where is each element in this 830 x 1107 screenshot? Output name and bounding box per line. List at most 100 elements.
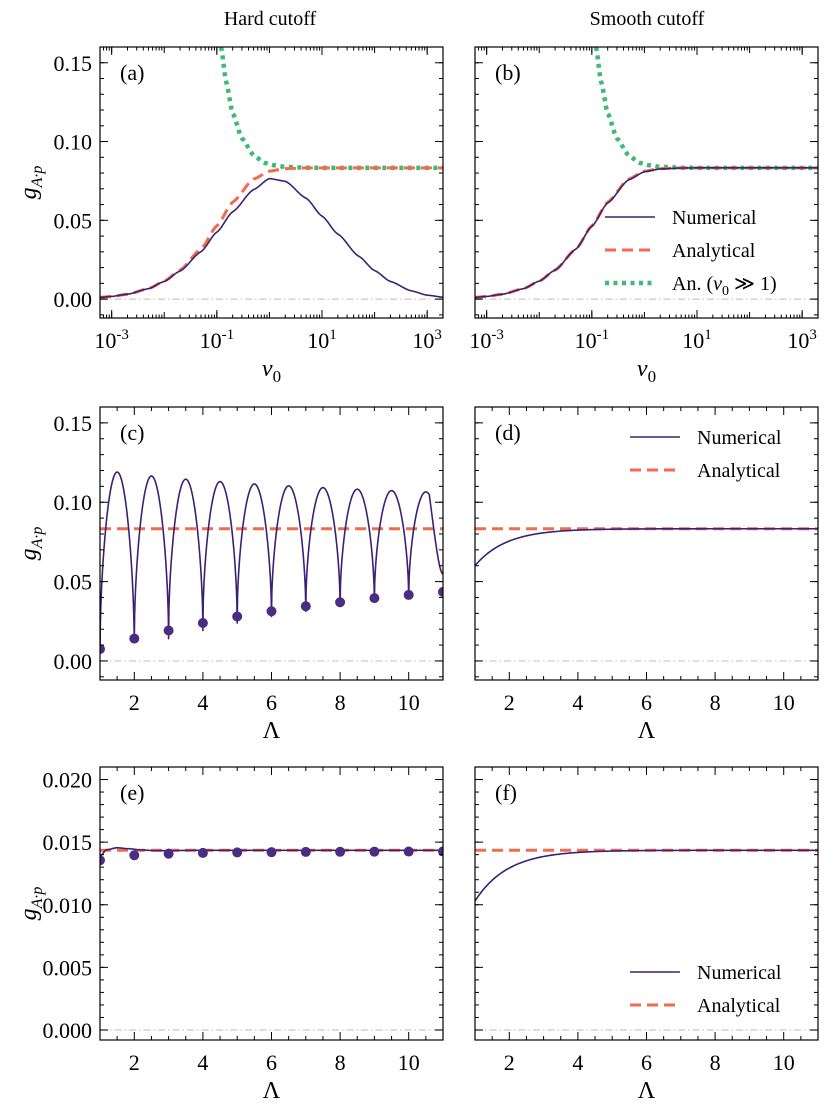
col-title-hard: Hard cutoff [224,8,317,30]
x-tick-label: 10-1 [575,327,610,353]
panel-c: 2 4 6 8 10 0.00 0.05 0.10 0.15 (c) ΛgA·p [16,406,444,744]
x-axis-label: Λ [638,1078,656,1104]
x-tick-label: 103 [787,327,817,353]
x-axis-label: ν0 [637,356,656,386]
x-tick-label: 101 [307,327,337,353]
legend: Numerical Analytical [630,962,782,1017]
series-numerical-line [475,527,818,567]
x-tick-label: 8 [335,1050,346,1075]
panel-d: 2 4 6 8 10 (d) Λ Numerical Analytical [474,406,819,744]
series-asymptotic-line [593,47,818,171]
plot-frame [474,46,819,319]
x-tick-label: 2 [129,690,140,715]
data-point [197,618,208,629]
data-point [300,601,311,612]
legend-label-analytical: Analytical [672,240,756,262]
y-tick-label: 0.05 [54,570,93,595]
legend: Numerical Analytical [630,427,782,482]
data-point [232,847,243,858]
series-numerical-line [475,167,818,299]
legend-label-analytical: Analytical [697,995,781,1017]
data-point [403,846,414,857]
plot-area [475,527,818,662]
x-tick-label: 10 [398,1050,420,1075]
legend-label-numerical: Numerical [697,962,782,984]
data-point [403,589,414,600]
data-point [335,597,346,608]
x-tick-label: 103 [412,327,442,353]
x-tick-label: 6 [266,690,277,715]
series-numerical-line [100,471,443,650]
data-point [335,846,346,857]
data-point [438,586,443,597]
data-point [369,846,380,857]
x-axis-label: Λ [263,718,281,744]
x-tick-label: 101 [682,327,712,353]
x-tick-label: 10-3 [469,327,504,353]
y-axis-label: gA·p [16,527,46,561]
data-point [129,850,140,861]
legend-label-analytical: Analytical [697,460,781,482]
x-tick-label: 2 [129,1050,140,1075]
data-point [266,847,277,858]
y-tick-label: 0.010 [43,893,93,918]
y-axis-label: gA·p [16,887,46,921]
plot-frame [99,46,444,319]
legend-label-numerical: Numerical [697,427,782,449]
y-tick-label: 0.000 [43,1018,93,1043]
x-tick-label: 6 [641,1050,652,1075]
panel-label: (e) [120,780,144,805]
data-point [266,606,277,617]
legend-label-asymptotic: An. (ν0 ≫ 1) [672,273,777,299]
series-numerical-line [475,849,818,902]
series-analytical-line [100,166,443,299]
y-tick-label: 0.020 [43,768,93,793]
y-tick-label: 0.00 [54,649,93,674]
data-point [163,848,174,859]
x-axis-label: ν0 [262,356,281,386]
y-tick-label: 0.05 [54,208,93,233]
y-tick-label: 0.00 [54,287,93,312]
y-tick-label: 0.10 [54,490,93,515]
data-point [129,633,140,644]
panel-label: (c) [120,420,144,445]
x-tick-label: 10 [398,690,420,715]
plot-area [100,846,443,1031]
x-tick-label: 2 [504,1050,515,1075]
y-tick-label: 0.15 [54,51,93,76]
data-point [232,611,243,622]
x-axis-label: Λ [263,1078,281,1104]
panel-label: (d) [495,420,521,445]
panel-a: 10-3 10-1 101 103 0.00 0.05 0.10 0.15 (a) ν0 gA·p [16,46,444,386]
panel-e: 2 4 6 8 10 0.000 0.005 0.010 0.015 0.020 (e) ΛgA·p [16,766,444,1104]
panel-label: (f) [495,780,517,805]
panel-b: 10-3 10-1 101 103 (b) ν0 Numerical Analytical An… [469,46,819,386]
plot-frame [99,766,444,1041]
x-tick-label: 10-3 [94,327,129,353]
x-tick-label: 8 [335,690,346,715]
x-tick-label: 10-1 [200,327,235,353]
plot-area [475,848,818,1031]
panel-label: (b) [495,60,521,85]
x-tick-label: 4 [572,690,583,715]
x-tick-label: 6 [266,1050,277,1075]
panel-f: 2 4 6 8 10 (f) Λ Numerical Analytical [474,766,819,1104]
data-point [369,593,380,604]
data-point [300,846,311,857]
plot-area [100,471,443,662]
x-tick-label: 4 [572,1050,583,1075]
x-tick-label: 6 [641,690,652,715]
y-tick-label: 0.005 [43,955,93,980]
legend-label-numerical: Numerical [672,207,757,229]
plot-area [475,47,818,300]
y-tick-label: 0.15 [54,411,93,436]
x-tick-label: 8 [710,690,721,715]
x-tick-label: 8 [710,1050,721,1075]
data-point [438,846,443,857]
legend: Numerical Analytical An. (ν0 ≫ 1) [605,207,777,299]
data-point [197,847,208,858]
x-tick-label: 10 [773,690,795,715]
y-axis-label: gA·p [16,166,46,200]
y-tick-label: 0.015 [43,830,93,855]
